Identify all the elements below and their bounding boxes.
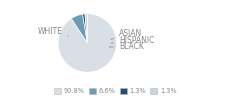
Legend: 90.8%, 6.6%, 1.3%, 1.3%: 90.8%, 6.6%, 1.3%, 1.3% <box>51 85 180 97</box>
Text: ASIAN: ASIAN <box>111 29 142 39</box>
Wedge shape <box>83 14 87 43</box>
Wedge shape <box>71 14 87 43</box>
Wedge shape <box>85 14 87 43</box>
Text: HISPANIC: HISPANIC <box>111 36 154 45</box>
Text: BLACK: BLACK <box>109 42 144 51</box>
Wedge shape <box>58 14 117 72</box>
Text: WHITE: WHITE <box>38 27 69 36</box>
